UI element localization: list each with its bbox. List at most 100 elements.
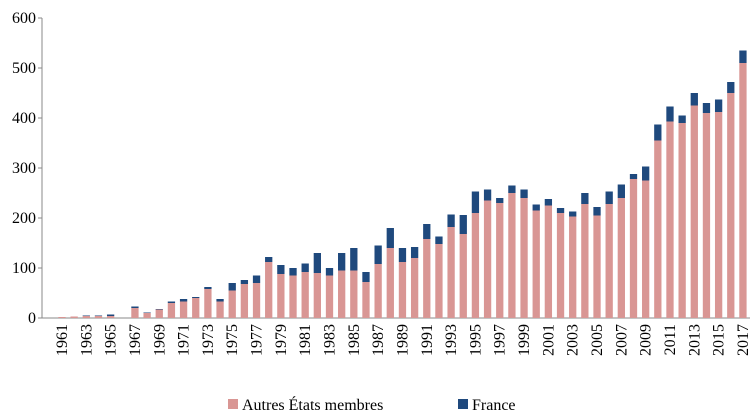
bar bbox=[654, 124, 662, 141]
bar bbox=[496, 203, 504, 318]
bar bbox=[642, 166, 650, 181]
bar bbox=[423, 239, 431, 318]
bar bbox=[702, 103, 711, 113]
bar bbox=[204, 289, 212, 318]
x-tick-label: 2003 bbox=[565, 324, 582, 356]
bar bbox=[605, 204, 613, 318]
bar bbox=[629, 179, 638, 318]
bar bbox=[386, 228, 394, 248]
bar bbox=[605, 191, 613, 204]
x-tick-label: 1999 bbox=[516, 324, 533, 356]
x-tick-label: 1989 bbox=[394, 324, 411, 356]
bar bbox=[155, 309, 163, 318]
bar bbox=[471, 191, 480, 213]
bar bbox=[386, 248, 394, 318]
bar bbox=[301, 272, 309, 318]
bar bbox=[94, 316, 103, 318]
bar bbox=[179, 301, 188, 318]
bar bbox=[617, 184, 625, 198]
bar bbox=[216, 299, 224, 302]
bar bbox=[82, 316, 90, 318]
bar bbox=[179, 299, 188, 302]
bar bbox=[131, 306, 139, 308]
bar bbox=[532, 210, 540, 318]
bar bbox=[532, 204, 540, 211]
bar bbox=[714, 112, 723, 318]
x-tick-label: 1985 bbox=[346, 324, 363, 356]
bar bbox=[483, 200, 492, 318]
bar bbox=[301, 263, 309, 272]
x-tick-label: 1991 bbox=[419, 324, 436, 356]
y-tick-label: 500 bbox=[12, 60, 36, 77]
x-tick-label: 2011 bbox=[662, 324, 679, 355]
bar bbox=[277, 265, 285, 274]
bar bbox=[435, 236, 443, 244]
bar bbox=[471, 213, 480, 318]
bar bbox=[496, 198, 504, 203]
bar bbox=[240, 284, 249, 318]
bar bbox=[629, 174, 638, 179]
bar bbox=[362, 272, 370, 282]
bar bbox=[338, 270, 346, 318]
x-tick-label: 1973 bbox=[200, 324, 217, 356]
bar bbox=[642, 180, 650, 318]
bar bbox=[714, 99, 723, 112]
bar bbox=[374, 264, 382, 318]
bar bbox=[167, 301, 176, 303]
bar bbox=[617, 198, 625, 318]
x-tick-label: 2017 bbox=[735, 324, 751, 356]
x-tick-label: 1983 bbox=[322, 324, 339, 356]
bar bbox=[678, 115, 686, 123]
bar bbox=[277, 274, 285, 318]
bar bbox=[459, 234, 467, 318]
bar bbox=[155, 309, 163, 310]
bar bbox=[313, 253, 321, 273]
bar bbox=[398, 262, 407, 318]
legend-label: France bbox=[472, 397, 516, 414]
bar bbox=[739, 50, 747, 63]
bar bbox=[325, 275, 334, 318]
bar bbox=[544, 199, 553, 206]
bar bbox=[362, 282, 370, 318]
bar bbox=[143, 313, 151, 318]
x-tick-label: 2007 bbox=[613, 324, 630, 356]
bar bbox=[520, 198, 528, 318]
bar bbox=[520, 189, 528, 198]
bar bbox=[240, 280, 249, 284]
bar bbox=[556, 213, 565, 318]
bar bbox=[143, 312, 151, 313]
y-tick-label: 0 bbox=[28, 310, 36, 327]
bar bbox=[58, 317, 66, 318]
bar bbox=[94, 315, 103, 316]
bar bbox=[666, 121, 674, 318]
bar bbox=[106, 314, 115, 316]
x-tick-label: 1961 bbox=[54, 324, 71, 356]
x-tick-label: 1979 bbox=[273, 324, 290, 356]
bar bbox=[569, 216, 577, 318]
x-tick-label: 2009 bbox=[638, 324, 655, 356]
bar bbox=[435, 244, 443, 318]
bar bbox=[593, 215, 601, 318]
x-tick-label: 2013 bbox=[686, 324, 703, 356]
x-tick-label: 1969 bbox=[151, 324, 168, 356]
bar bbox=[228, 290, 236, 318]
bar bbox=[690, 105, 698, 318]
bar bbox=[459, 215, 467, 234]
y-tick-label: 200 bbox=[12, 210, 36, 227]
bar bbox=[410, 247, 419, 258]
y-tick-label: 400 bbox=[12, 110, 36, 127]
bar bbox=[544, 205, 553, 318]
bar bbox=[398, 248, 407, 262]
bar bbox=[106, 316, 115, 318]
x-tick-label: 1963 bbox=[78, 324, 95, 356]
x-tick-label: 1967 bbox=[127, 324, 144, 356]
bar bbox=[289, 275, 297, 318]
y-tick-label: 600 bbox=[12, 10, 36, 27]
x-tick-label: 1965 bbox=[103, 324, 120, 356]
bar bbox=[581, 204, 589, 318]
bar bbox=[423, 224, 431, 239]
bar bbox=[350, 270, 358, 318]
bar bbox=[252, 275, 261, 283]
x-tick-label: 1981 bbox=[297, 324, 314, 356]
